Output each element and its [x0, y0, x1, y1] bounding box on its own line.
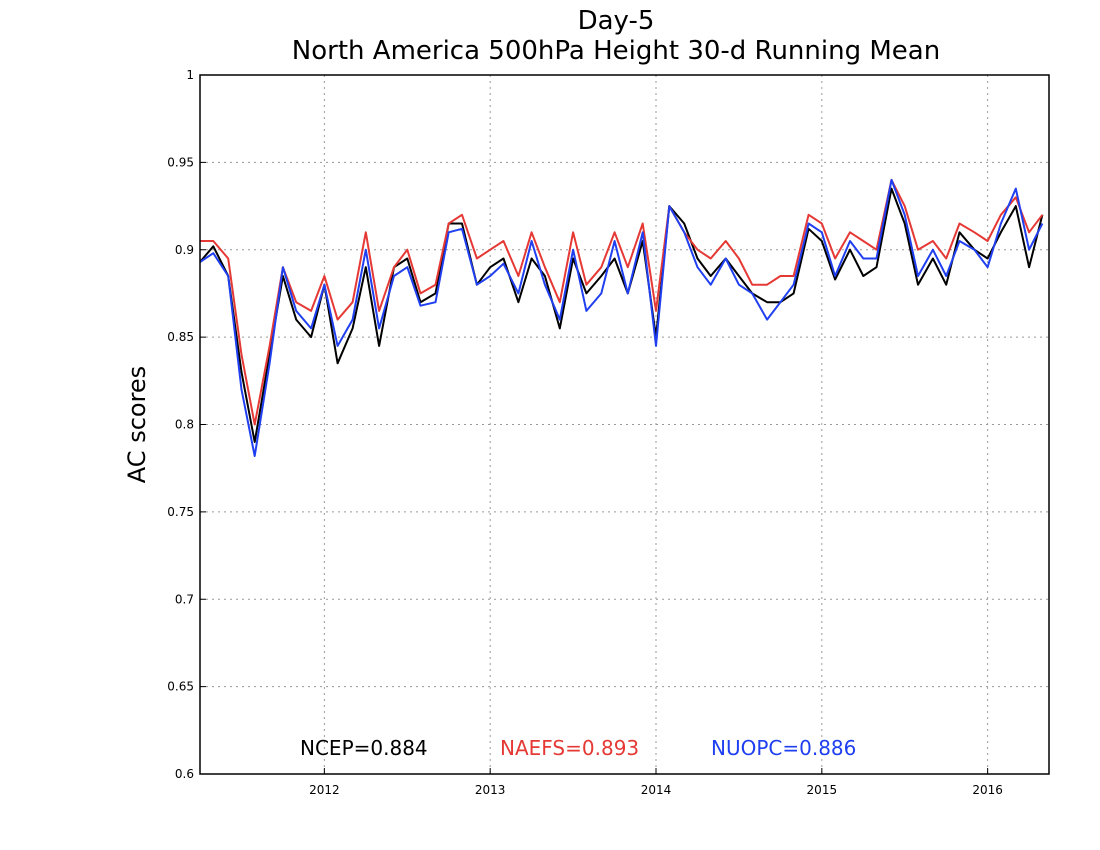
chart-title: Day-5 [578, 6, 655, 36]
legend: NCEP=0.884 NAEFS=0.893 NUOPC=0.886 [300, 736, 856, 760]
series-group [199, 178, 1044, 457]
y-tick-label: 0.6 [175, 767, 194, 781]
series-line-ncep [199, 187, 1044, 443]
legend-entry-naefs: NAEFS=0.893 [500, 736, 639, 760]
series-line-naefs [200, 178, 1044, 426]
x-tick-label: 2016 [972, 783, 1003, 797]
legend-entry-nuopc: NUOPC=0.886 [711, 736, 856, 760]
grid-lines [200, 75, 1049, 774]
y-axis-label: AC scores [123, 366, 151, 483]
x-tick-label: 2013 [475, 783, 506, 797]
x-tick-label: 2014 [641, 783, 672, 797]
x-tick-label: 2012 [309, 783, 340, 797]
chart-subtitle: North America 500hPa Height 30-d Running… [292, 36, 940, 66]
series-line-nuopc [199, 178, 1044, 457]
y-tick-label: 0.85 [167, 330, 194, 344]
y-tick-label: 0.7 [175, 592, 194, 606]
y-tick-label: 0.9 [175, 243, 194, 257]
x-tick-label: 2015 [807, 783, 838, 797]
y-tick-label: 0.8 [175, 418, 194, 432]
y-tick-label: 1 [186, 68, 194, 82]
legend-entry-ncep: NCEP=0.884 [300, 736, 428, 760]
y-tick-label: 0.75 [167, 505, 194, 519]
y-tick-label: 0.95 [167, 155, 194, 169]
axis-ticks: 0.6 0.65 0.7 0.75 0.8 0.85 0.9 0.95 1 2012 2013 201… [167, 68, 1003, 797]
y-tick-label: 0.65 [167, 680, 194, 694]
